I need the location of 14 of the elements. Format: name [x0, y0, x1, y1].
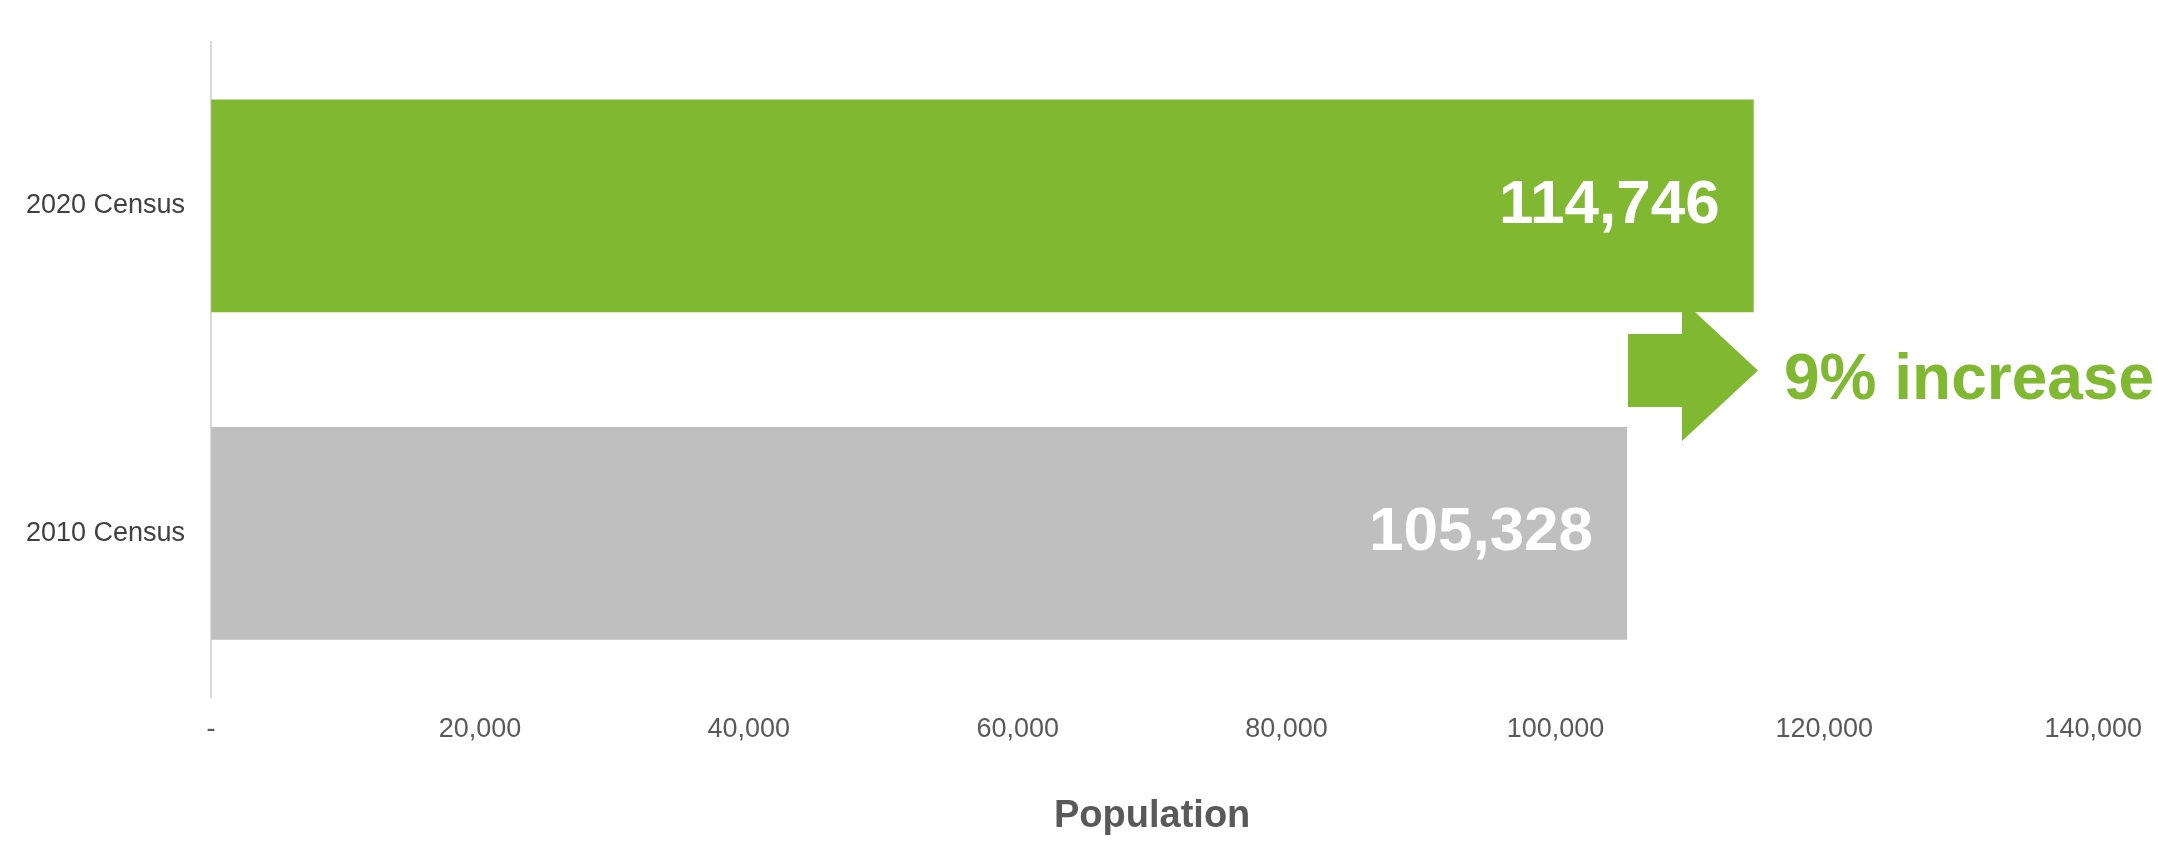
data-label: 114,746	[1499, 166, 1720, 236]
annotation: 9% increase	[1784, 340, 2155, 414]
x-axis-title: Population	[1054, 792, 1251, 835]
data-label: 105,328	[1368, 494, 1594, 564]
x-tick-label: 20,000	[438, 712, 522, 743]
y-tick-label: 2010 Census	[25, 516, 186, 547]
x-tick-label: 120,000	[1775, 712, 1874, 743]
x-tick-label: -	[206, 712, 216, 743]
x-tick-label: 100,000	[1506, 712, 1605, 743]
x-tick-label: 140,000	[2044, 712, 2143, 743]
x-tick-label: 60,000	[976, 712, 1060, 743]
x-tick-label: 40,000	[707, 712, 791, 743]
x-tick-label: 80,000	[1245, 712, 1328, 743]
y-tick-label: 2020 Census	[25, 189, 186, 220]
